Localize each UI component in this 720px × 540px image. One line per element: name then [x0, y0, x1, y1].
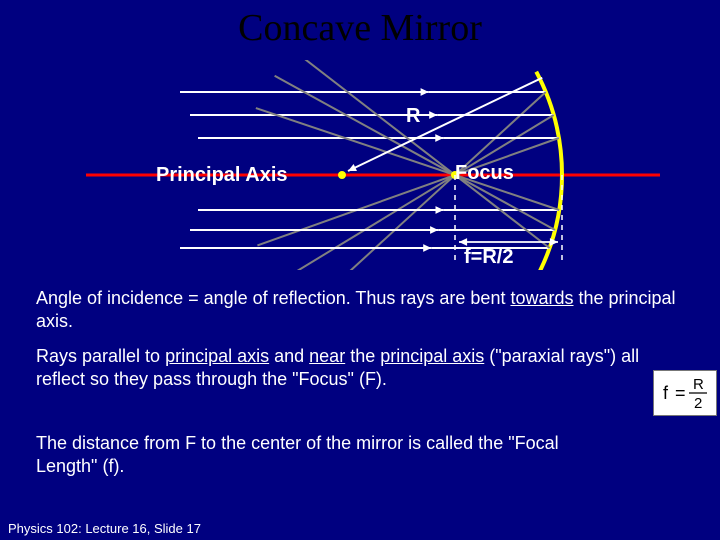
svg-text:=: = — [675, 383, 686, 403]
formula-box: f = R 2 — [653, 370, 717, 416]
focal-length-label: f=R/2 — [464, 246, 513, 269]
paragraph-3: The distance from F to the center of the… — [36, 432, 616, 477]
paragraph-2: Rays parallel to principal axis and near… — [36, 345, 651, 390]
paragraph-1: Angle of incidence = angle of reflection… — [36, 287, 676, 332]
focus-label: Focus — [455, 162, 514, 185]
slide-footer: Physics 102: Lecture 16, Slide 17 — [8, 521, 201, 536]
radius-label: R — [406, 105, 420, 128]
slide-title: Concave Mirror — [0, 0, 720, 50]
principal-axis-label: Principal Axis — [156, 164, 288, 187]
formula-den: 2 — [694, 395, 702, 412]
mirror-diagram: R Principal Axis Focus f=R/2 — [0, 60, 720, 270]
formula-lhs: f — [663, 383, 669, 403]
formula-num: R — [693, 376, 704, 393]
